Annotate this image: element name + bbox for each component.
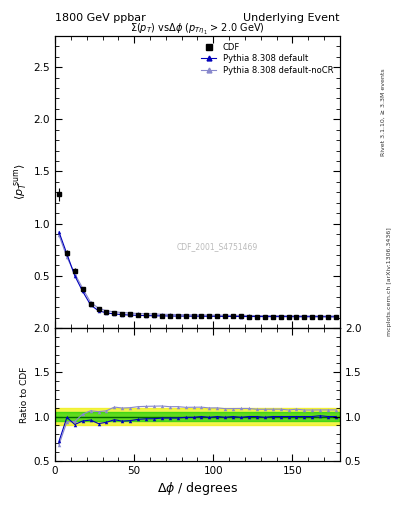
Legend: CDF, Pythia 8.308 default, Pythia 8.308 default-noCR: CDF, Pythia 8.308 default, Pythia 8.308 … [198, 40, 336, 77]
Bar [55, 412, 340, 421]
Y-axis label: $\langle p_T^{\rm\ sum}\rangle$: $\langle p_T^{\rm\ sum}\rangle$ [12, 164, 29, 200]
Text: Rivet 3.1.10, ≥ 3.3M events: Rivet 3.1.10, ≥ 3.3M events [381, 69, 386, 157]
Text: Underlying Event: Underlying Event [243, 13, 340, 23]
X-axis label: $\Delta\phi$ / degrees: $\Delta\phi$ / degrees [157, 480, 238, 497]
Text: mcplots.cern.ch [arXiv:1306.3436]: mcplots.cern.ch [arXiv:1306.3436] [387, 227, 391, 336]
Bar [55, 408, 340, 425]
Text: 1800 GeV ppbar: 1800 GeV ppbar [55, 13, 146, 23]
Text: CDF_2001_S4751469: CDF_2001_S4751469 [177, 242, 258, 251]
Y-axis label: Ratio to CDF: Ratio to CDF [20, 366, 29, 422]
Title: $\Sigma(p_T)$ vs$\Delta\phi$ ($p_{T\eta_1}$ > 2.0 GeV): $\Sigma(p_T)$ vs$\Delta\phi$ ($p_{T\eta_… [130, 21, 265, 36]
